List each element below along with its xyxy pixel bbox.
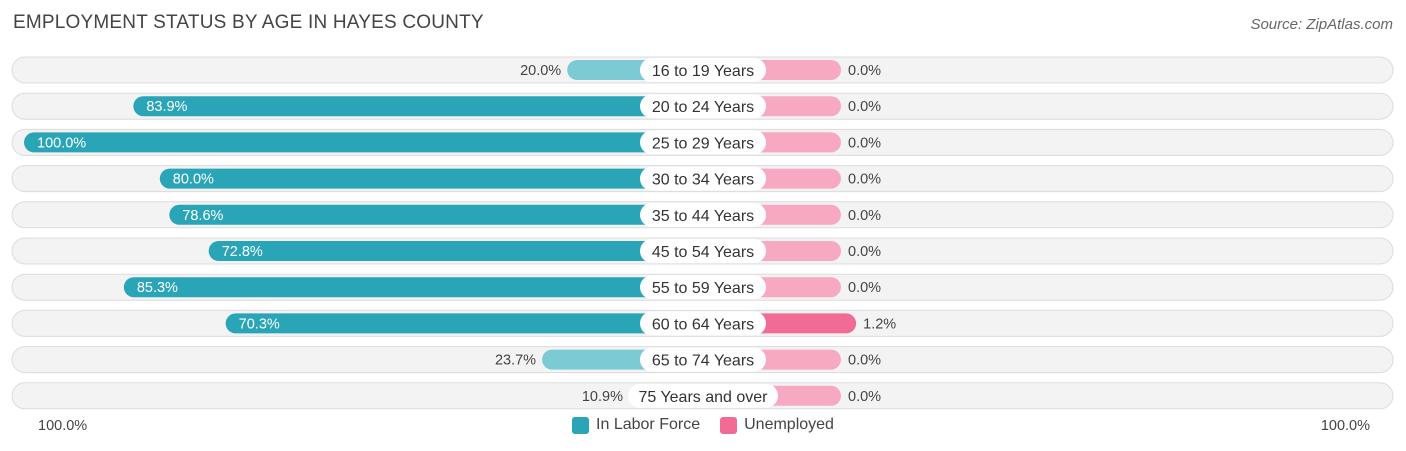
- category-label-background: [640, 347, 766, 372]
- category-label-background: [640, 202, 766, 227]
- data-label-unemployed: 0.0%: [848, 208, 881, 224]
- table-row: 72.8% 0.0% 45 to 54 Years: [11, 237, 1394, 265]
- bar-labor-force: [225, 313, 703, 334]
- table-row: 100.0% 0.0% 25 to 29 Years: [11, 128, 1394, 156]
- legend-swatch-unemployed: [720, 416, 738, 434]
- bar-labor-force: [133, 96, 704, 117]
- category-label: 45 to 54 Years: [652, 244, 754, 261]
- category-label: 20 to 24 Years: [652, 99, 754, 116]
- data-label-labor-force: 70.3%: [239, 316, 280, 332]
- data-label-unemployed: 0.0%: [848, 389, 881, 405]
- table-row: 10.9% 0.0% 75 Years and over: [11, 382, 1394, 410]
- legend-item-labor-force[interactable]: In Labor Force: [572, 416, 700, 434]
- category-label: 75 Years and over: [639, 389, 769, 406]
- data-label-unemployed: 0.0%: [848, 135, 881, 151]
- legend-label-unemployed: Unemployed: [744, 416, 834, 433]
- data-label-unemployed: 0.0%: [848, 280, 881, 296]
- category-label: 55 to 59 Years: [652, 280, 754, 297]
- category-label-background: [628, 383, 778, 408]
- table-row: 80.0% 0.0% 30 to 34 Years: [11, 165, 1394, 193]
- chart-title: EMPLOYMENT STATUS BY AGE IN HAYES COUNTY: [13, 12, 484, 33]
- legend-item-unemployed[interactable]: Unemployed: [720, 416, 834, 434]
- axis-left-label: 100.0%: [38, 418, 88, 434]
- table-row: 23.7% 0.0% 65 to 74 Years: [11, 346, 1394, 374]
- data-label-unemployed: 0.0%: [848, 353, 881, 369]
- data-label-unemployed: 1.2%: [863, 316, 896, 332]
- bar-labor-force: [159, 168, 704, 189]
- legend-swatch-labor-force: [572, 416, 590, 434]
- data-label-labor-force: 85.3%: [137, 280, 178, 296]
- source-credit: Source: ZipAtlas.com: [1250, 16, 1393, 33]
- data-label-unemployed: 0.0%: [848, 63, 881, 79]
- data-label-unemployed: 0.0%: [848, 244, 881, 260]
- category-label-background: [640, 166, 766, 191]
- data-label-unemployed: 0.0%: [848, 99, 881, 115]
- data-label-labor-force: 78.6%: [182, 208, 223, 224]
- bar-labor-force: [24, 132, 703, 153]
- data-label-unemployed: 0.0%: [848, 172, 881, 188]
- bar-labor-force: [123, 277, 704, 298]
- category-label: 30 to 34 Years: [652, 172, 754, 189]
- category-label: 65 to 74 Years: [652, 353, 754, 370]
- data-label-labor-force: 80.0%: [173, 172, 214, 188]
- category-label: 60 to 64 Years: [652, 316, 754, 333]
- table-row: 85.3% 0.0% 55 to 59 Years: [11, 273, 1394, 301]
- data-label-labor-force: 72.8%: [222, 244, 263, 260]
- data-label-labor-force: 10.9%: [582, 389, 623, 405]
- table-row: 20.0% 0.0% 16 to 19 Years: [11, 56, 1394, 84]
- data-label-labor-force: 100.0%: [37, 135, 86, 151]
- bar-labor-force: [208, 241, 704, 261]
- category-label-background: [640, 58, 766, 82]
- bar-labor-force: [169, 204, 703, 225]
- category-label-background: [640, 239, 766, 263]
- category-label: 16 to 19 Years: [652, 63, 754, 80]
- table-row: 78.6% 0.0% 35 to 44 Years: [11, 201, 1394, 229]
- category-label-background: [640, 311, 766, 336]
- data-label-labor-force: 20.0%: [520, 63, 561, 79]
- category-label: 25 to 29 Years: [652, 135, 754, 152]
- table-row: 83.9% 0.0% 20 to 24 Years: [11, 92, 1394, 120]
- category-label-background: [640, 130, 766, 155]
- axis-right-label: 100.0%: [1320, 418, 1370, 434]
- data-label-labor-force: 83.9%: [146, 99, 187, 115]
- table-row: 70.3% 1.2% 60 to 64 Years: [11, 309, 1394, 337]
- legend: In Labor Force Unemployed: [0, 416, 1406, 434]
- category-label-background: [640, 275, 766, 300]
- category-label: 35 to 44 Years: [652, 208, 754, 225]
- legend-label-labor-force: In Labor Force: [596, 416, 701, 433]
- category-label-background: [640, 94, 766, 119]
- data-label-labor-force: 23.7%: [495, 353, 536, 369]
